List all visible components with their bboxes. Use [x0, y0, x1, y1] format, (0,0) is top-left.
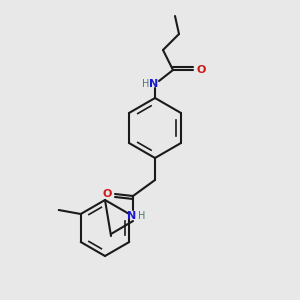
Text: H: H — [142, 79, 150, 89]
Text: O: O — [102, 189, 112, 199]
Text: N: N — [149, 79, 159, 89]
Text: H: H — [138, 211, 146, 221]
Text: O: O — [196, 65, 206, 75]
Text: N: N — [128, 211, 136, 221]
